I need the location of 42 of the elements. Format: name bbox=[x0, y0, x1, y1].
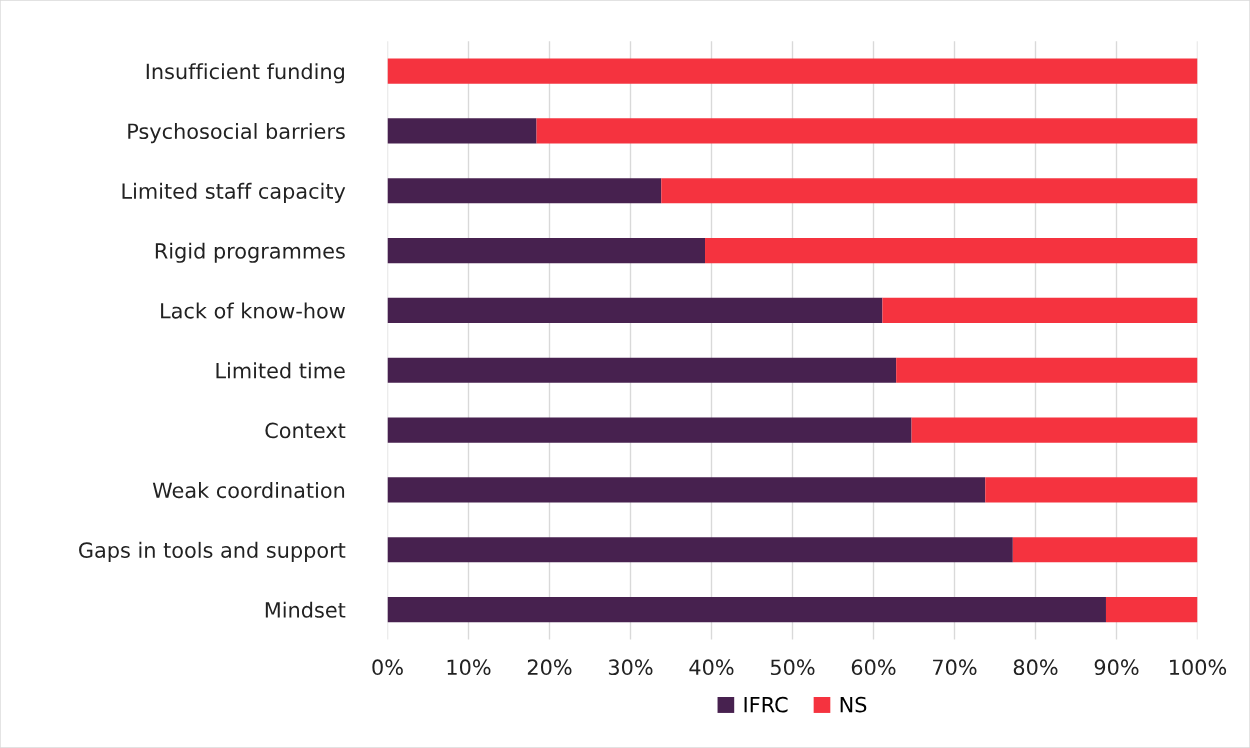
y-tick-label: Insufficient funding bbox=[146, 63, 344, 84]
y-tick-label: Limited staff capacity bbox=[122, 182, 346, 203]
bar bbox=[387, 477, 986, 503]
x-tick-label: 40% bbox=[689, 659, 734, 676]
x-tick-label: 0% bbox=[372, 659, 403, 676]
bar bbox=[911, 417, 1198, 443]
bar bbox=[387, 597, 1106, 623]
bar bbox=[387, 58, 1198, 84]
bar bbox=[705, 238, 1198, 264]
bar bbox=[882, 297, 1198, 323]
legend-label: IFRC bbox=[744, 696, 788, 713]
bar bbox=[387, 417, 912, 443]
bar bbox=[661, 178, 1198, 204]
legend-label: NS bbox=[840, 696, 867, 713]
x-tick-label: 100% bbox=[1170, 659, 1227, 676]
y-tick-label: Weak coordination bbox=[152, 482, 345, 499]
x-tick-label: 10% bbox=[447, 659, 491, 676]
bar bbox=[387, 178, 662, 204]
bar bbox=[387, 357, 897, 383]
y-tick-label: Context bbox=[265, 422, 346, 439]
y-tick-label: Gaps in tools and support bbox=[79, 541, 346, 563]
x-tick-label: 20% bbox=[527, 659, 572, 676]
bar bbox=[387, 297, 883, 323]
x-tick-label: 90% bbox=[1094, 659, 1139, 676]
y-tick-label: Rigid programmes bbox=[155, 242, 345, 263]
bar bbox=[536, 118, 1198, 144]
x-tick-label: 50% bbox=[770, 659, 815, 676]
bar bbox=[1012, 537, 1198, 563]
bar bbox=[1105, 597, 1198, 623]
x-tick-label: 30% bbox=[608, 659, 653, 676]
x-tick-label: 60% bbox=[851, 659, 896, 676]
y-tick-label: Mindset bbox=[265, 601, 346, 618]
x-tick-label: 80% bbox=[1013, 659, 1058, 676]
bar bbox=[387, 118, 537, 144]
bar bbox=[387, 537, 1013, 563]
x-tick-label: 70% bbox=[933, 659, 977, 676]
y-tick-label: Psychosocial barriers bbox=[128, 122, 345, 144]
y-tick-label: Lack of know-how bbox=[161, 302, 345, 319]
bar bbox=[387, 238, 706, 264]
bar bbox=[896, 357, 1198, 383]
y-tick-label: Limited time bbox=[216, 362, 345, 379]
bar bbox=[985, 477, 1198, 503]
